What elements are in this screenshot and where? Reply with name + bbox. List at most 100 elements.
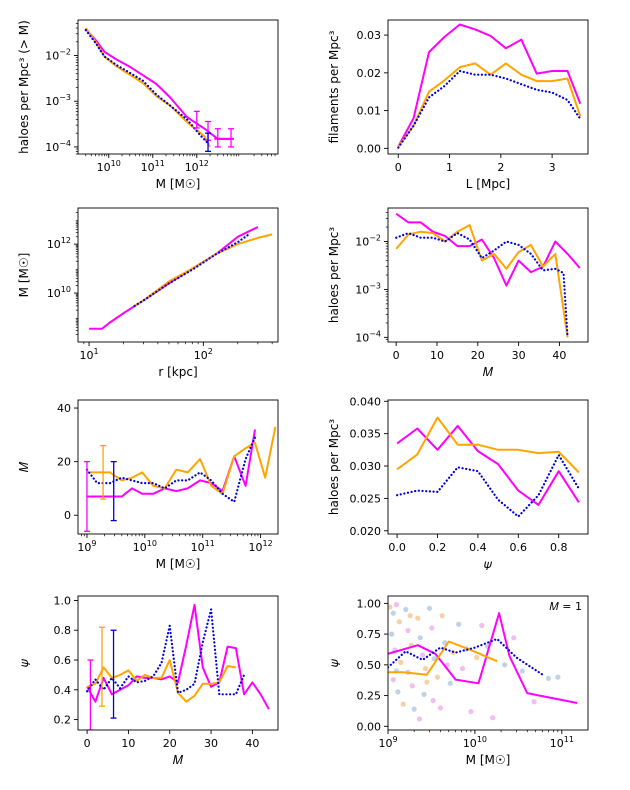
scatter-point: [411, 706, 417, 712]
x-tick-base: 10: [97, 161, 111, 174]
y-tick-label: 0.040: [350, 395, 382, 408]
x-tick-base: 10: [550, 737, 564, 750]
series-line-orange: [134, 233, 273, 307]
x-tick-exponent: 12: [262, 539, 272, 548]
x-tick-base: 10: [378, 737, 392, 750]
y-axis-label: haloes per Mpc³: [327, 227, 341, 323]
scatter-point: [447, 680, 453, 686]
scatter-point: [511, 635, 517, 641]
scatter-point: [416, 716, 423, 722]
scatter-point: [437, 705, 443, 711]
x-tick-label: 0.0: [388, 541, 406, 554]
series-line-magenta: [388, 612, 578, 704]
y-tick-base: 10: [355, 331, 369, 344]
x-tick-base: 10: [463, 737, 477, 750]
axes-frame: [77, 19, 279, 155]
scatter-point: [398, 659, 404, 665]
x-axis-label: 𝑀: [173, 753, 184, 767]
y-tick-base: 10: [45, 141, 59, 154]
plot-area: [395, 212, 581, 339]
scatter-point: [456, 621, 462, 627]
x-tick-label: 1011: [141, 159, 165, 174]
scatter-point: [390, 610, 396, 616]
x-tick-base: 10: [133, 541, 147, 554]
x-tick-label: 1012: [185, 159, 209, 174]
x-tick-exponent: 11: [155, 159, 165, 168]
scatter-point: [422, 665, 429, 672]
x-tick-label: 1010: [463, 735, 487, 750]
x-tick-label: 109: [378, 735, 397, 750]
y-tick-base: 10: [45, 95, 59, 108]
x-axis-label: r [kpc]: [158, 365, 197, 379]
x-tick-exponent: 1: [94, 347, 99, 356]
x-tick-label: 0: [84, 737, 91, 750]
scatter-point: [555, 674, 561, 680]
x-axis-label: 𝜓: [484, 557, 493, 571]
y-tick-label: 0.020: [350, 525, 382, 538]
scatter-point: [429, 625, 435, 631]
series-line-magenta: [396, 424, 580, 506]
x-tick-label: 109: [77, 539, 96, 554]
x-tick-label: 1010: [133, 539, 157, 554]
plot-area: [89, 226, 273, 330]
scatter-point: [424, 679, 430, 685]
scatter-point: [407, 613, 413, 619]
y-tick-exponent: −2: [59, 48, 71, 57]
y-tick-label: 1.0: [54, 594, 72, 607]
y-tick-label: 0.00: [357, 720, 382, 733]
x-tick-label: 1010: [97, 159, 121, 174]
scatter-point: [474, 654, 480, 661]
plot-area: [83, 426, 277, 532]
x-axis-label: L [Mpc]: [466, 177, 510, 191]
x-tick-label: 20: [471, 349, 485, 362]
series-line-orange: [396, 416, 580, 474]
axes-frame: [77, 399, 279, 535]
scatter-point: [395, 689, 401, 695]
y-tick-label: 0.00: [357, 142, 382, 155]
x-tick-label: 0.2: [429, 541, 447, 554]
y-tick-exponent: 10: [61, 285, 71, 294]
y-tick-label: 20: [57, 456, 71, 469]
y-tick-label: 0.01: [357, 105, 382, 118]
x-tick-label: 30: [512, 349, 526, 362]
x-tick-exponent: 9: [392, 735, 397, 744]
scatter-point: [479, 622, 485, 629]
scatter-point: [400, 701, 406, 707]
y-axis-label: M [M☉]: [17, 253, 31, 298]
scatter-point: [396, 619, 402, 625]
x-tick-base: 10: [191, 541, 205, 554]
x-tick-label: 40: [552, 349, 566, 362]
series-line-blue: [388, 637, 544, 676]
scatter-point: [405, 627, 411, 634]
x-tick-label: 10: [121, 737, 135, 750]
x-tick-label: 20: [163, 737, 177, 750]
x-tick-label: 101: [80, 347, 99, 362]
series-line-blue: [396, 453, 581, 518]
scatter-point: [419, 652, 426, 658]
plot-area: [396, 416, 581, 518]
x-axis-label: M [M☉]: [466, 753, 511, 767]
y-tick-label: 0.035: [350, 428, 382, 441]
scatter-point: [409, 683, 415, 689]
scatter-point: [531, 699, 537, 705]
y-tick-label: 1010: [47, 285, 71, 300]
x-axis-label: 𝑀: [483, 365, 494, 379]
y-tick-label: 0.8: [54, 624, 72, 637]
x-axis-label: M [M☉]: [156, 557, 201, 571]
axes-frame: [387, 19, 589, 155]
series-line-magenta: [397, 23, 582, 147]
x-axis-label: M [M☉]: [156, 177, 201, 191]
y-tick-exponent: −4: [369, 329, 381, 338]
y-tick-label: 1012: [47, 236, 71, 251]
x-tick-label: 0: [395, 161, 402, 174]
y-axis-label: 𝑀: [17, 461, 31, 472]
panel-7: 0 10 20 30 40 0.2 0.4 0.6 0.8 1.0 𝑀𝜓: [17, 594, 279, 767]
y-tick-label: 0.4: [54, 684, 72, 697]
scatter-point: [439, 613, 445, 619]
x-tick-label: 1: [446, 161, 453, 174]
x-tick-base: 10: [248, 541, 262, 554]
y-tick-label: 1.00: [357, 597, 382, 610]
scatter-point: [421, 691, 427, 697]
plot-area: [84, 27, 235, 153]
